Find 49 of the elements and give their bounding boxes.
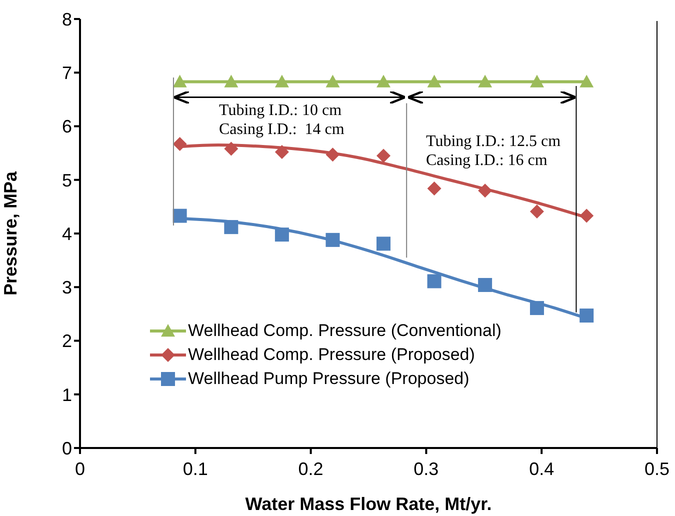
x-tick-label: 0 — [74, 458, 86, 479]
point — [530, 204, 544, 219]
y-tick-label: 3 — [62, 278, 72, 298]
point — [376, 236, 390, 251]
y-tick-label: 1 — [62, 384, 72, 405]
point — [478, 184, 492, 198]
x-tick-label: 0.5 — [644, 458, 670, 479]
point — [530, 301, 544, 316]
point — [326, 232, 340, 247]
x-tick-label: 0.3 — [414, 458, 439, 479]
y-tick-label: 8 — [62, 9, 72, 30]
y-tick-label: 0 — [62, 438, 72, 458]
point — [224, 220, 238, 234]
legend-label: Wellhead Comp. Pressure (Conventional) — [188, 321, 502, 341]
point — [274, 228, 289, 242]
point — [478, 74, 492, 88]
point — [172, 208, 187, 223]
annotation: Tubing I.D.: 12.5 cm Casing I.D.: 16 cm — [426, 133, 562, 169]
point — [172, 136, 187, 151]
point — [530, 74, 544, 88]
legend-label: Wellhead Pump Pressure (Proposed) — [188, 369, 470, 389]
y-axis-title: Pressure, MPa — [0, 170, 20, 296]
point — [427, 74, 442, 88]
y-tick-label: 4 — [62, 224, 72, 244]
point — [274, 74, 289, 88]
x-axis-title: Water Mass Flow Rate, Mt/yr. — [245, 494, 492, 514]
point — [274, 144, 289, 159]
x-tick-label: 0.4 — [529, 458, 554, 479]
annotation: Tubing I.D.: 10 cm Casing I.D.: 14 cm — [219, 102, 345, 138]
point — [580, 208, 594, 223]
point — [172, 74, 187, 88]
point — [427, 274, 442, 288]
point — [427, 181, 442, 196]
point — [478, 278, 492, 292]
point — [580, 308, 594, 323]
point — [580, 74, 594, 88]
x-tick-label: 0.2 — [298, 458, 324, 479]
point — [326, 74, 340, 88]
y-tick-label: 6 — [62, 116, 72, 137]
point — [376, 74, 390, 88]
point — [224, 74, 238, 88]
y-tick-label: 5 — [62, 170, 72, 190]
y-tick-label: 2 — [62, 331, 72, 352]
y-tick-label: 7 — [62, 63, 72, 84]
x-tick-label: 0.1 — [182, 458, 208, 479]
legend-label: Wellhead Comp. Pressure (Proposed) — [188, 345, 475, 365]
point — [224, 142, 238, 156]
point — [376, 148, 390, 163]
point — [326, 148, 340, 162]
